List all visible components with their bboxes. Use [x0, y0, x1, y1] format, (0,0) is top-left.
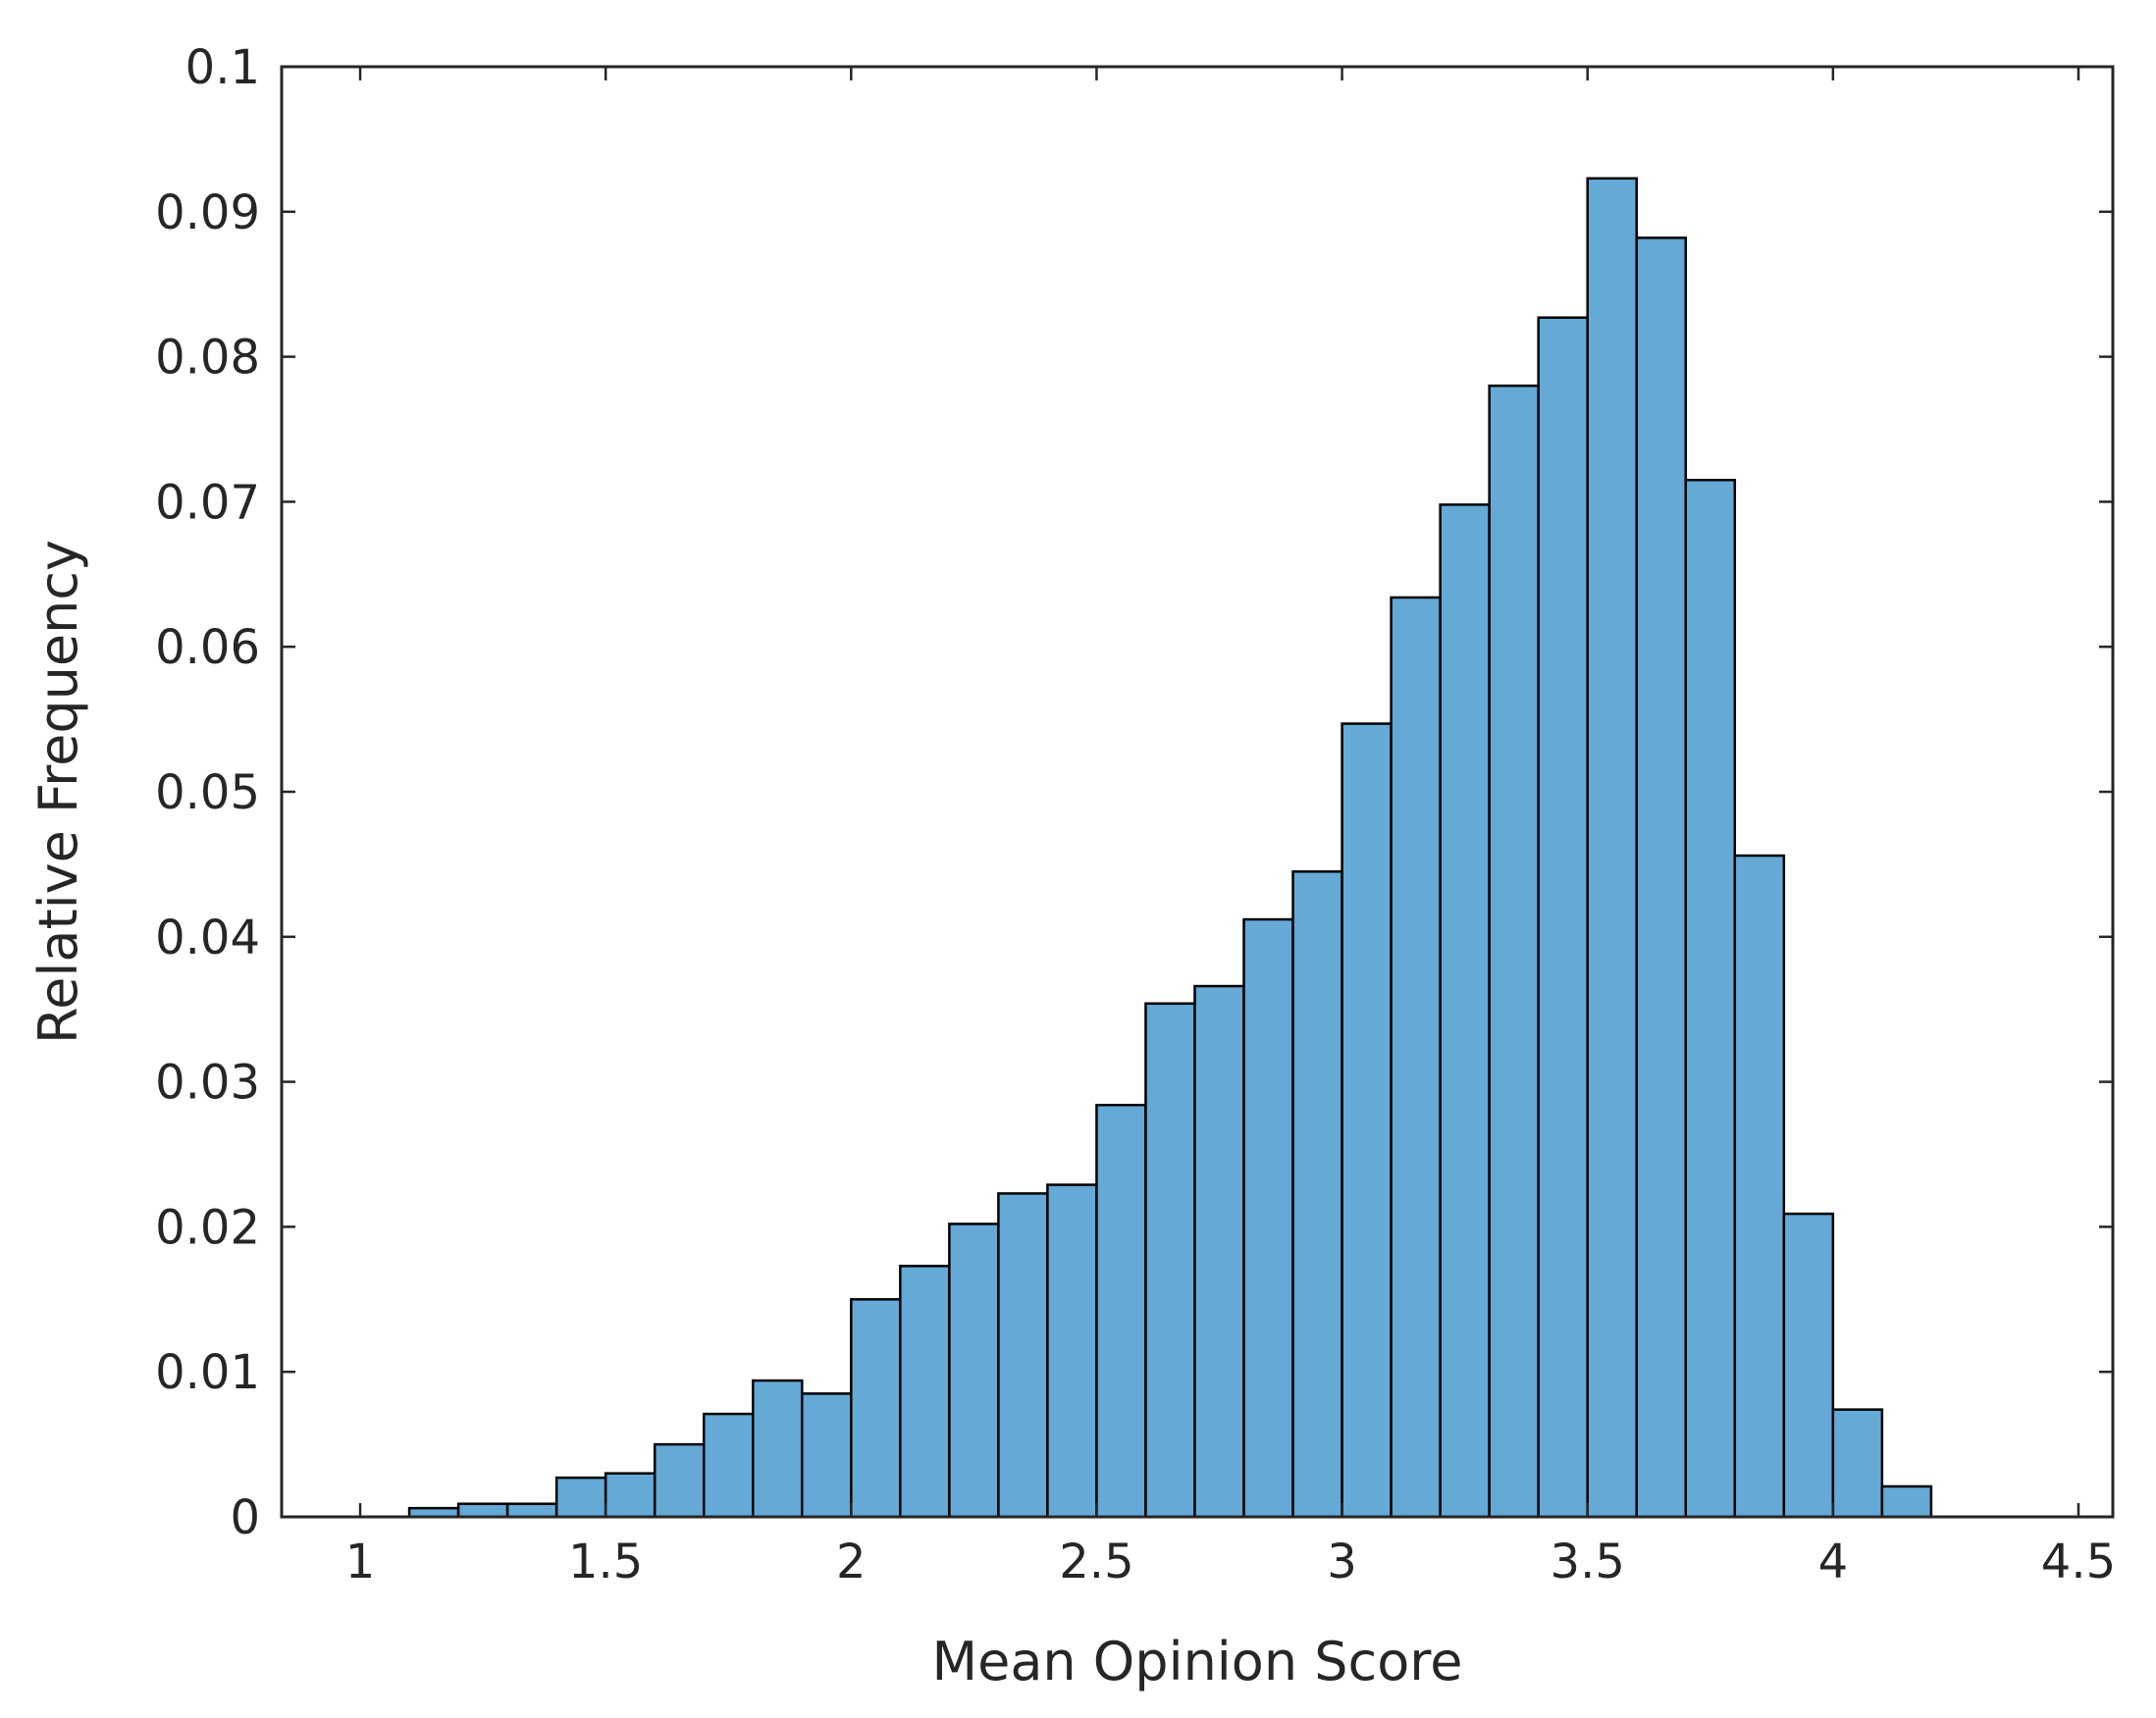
y-tick-label: 0.09: [155, 185, 260, 240]
histogram-bar: [1733, 854, 1786, 1519]
y-axis-ticks: 0 0.01 0.02 0.03 0.04 0.05 0.06 0.07 0.08 0.09 0.1: [155, 40, 2113, 1545]
y-tick-label: 0.01: [155, 1345, 260, 1400]
histogram-bar: [554, 1476, 607, 1519]
histogram-bar: [948, 1223, 1000, 1519]
histogram-bar: [1144, 1002, 1196, 1519]
histogram-bar: [1439, 503, 1491, 1519]
histogram-bar: [1831, 1408, 1884, 1519]
y-axis-label: Relative Frequency: [27, 540, 89, 1044]
histogram-bars: [407, 177, 1933, 1519]
histogram-bar: [1390, 596, 1442, 1519]
histogram-bar: [702, 1412, 755, 1519]
histogram-bar: [604, 1472, 657, 1519]
y-tick-label: 0.08: [155, 331, 260, 386]
y-tick-label: 0.04: [155, 911, 260, 965]
y-tick-label: 0.07: [155, 475, 260, 530]
histogram-bar: [653, 1442, 706, 1519]
histogram-bar: [1537, 316, 1589, 1519]
histogram-bar: [1193, 984, 1245, 1519]
y-tick-label: 0.06: [155, 620, 260, 675]
histogram-bar: [801, 1392, 853, 1519]
histogram-bar: [505, 1502, 558, 1519]
histogram-bar: [1880, 1484, 1933, 1519]
histogram-bar: [456, 1502, 509, 1519]
histogram-bar: [1341, 722, 1393, 1519]
y-tick-label: 0.02: [155, 1200, 260, 1255]
histogram-bar: [1095, 1103, 1147, 1519]
histogram-bar: [1684, 478, 1737, 1519]
histogram-bar: [1488, 384, 1540, 1519]
x-axis-ticks: 1 1.5 2 2.5 3 3.5 4 4.5: [345, 67, 2116, 1589]
histogram-bar: [1046, 1183, 1098, 1519]
x-tick-label: 3: [1327, 1535, 1357, 1589]
histogram-bar: [850, 1298, 902, 1519]
x-axis-label: Mean Opinion Score: [932, 1631, 1463, 1692]
y-tick-label: 0.05: [155, 765, 260, 820]
histogram-bar: [1782, 1212, 1835, 1519]
histogram-bar: [997, 1192, 1049, 1519]
histogram-bar: [899, 1265, 951, 1519]
x-tick-label: 4: [1818, 1535, 1849, 1589]
x-tick-label: 4.5: [2041, 1535, 2116, 1589]
histogram-bar: [1291, 870, 1343, 1519]
x-tick-label: 3.5: [1551, 1535, 1625, 1589]
x-tick-label: 1.5: [568, 1535, 643, 1589]
x-tick-label: 2: [836, 1535, 867, 1589]
histogram-bar: [1635, 236, 1688, 1519]
x-tick-label: 2.5: [1059, 1535, 1133, 1589]
histogram-bar: [1242, 917, 1294, 1519]
histogram-bar: [752, 1379, 804, 1519]
y-tick-label: 0.03: [155, 1056, 260, 1111]
histogram-bar: [1586, 177, 1638, 1519]
y-tick-label: 0.1: [185, 40, 260, 95]
y-tick-label: 0: [230, 1490, 260, 1545]
x-tick-label: 1: [345, 1535, 376, 1589]
